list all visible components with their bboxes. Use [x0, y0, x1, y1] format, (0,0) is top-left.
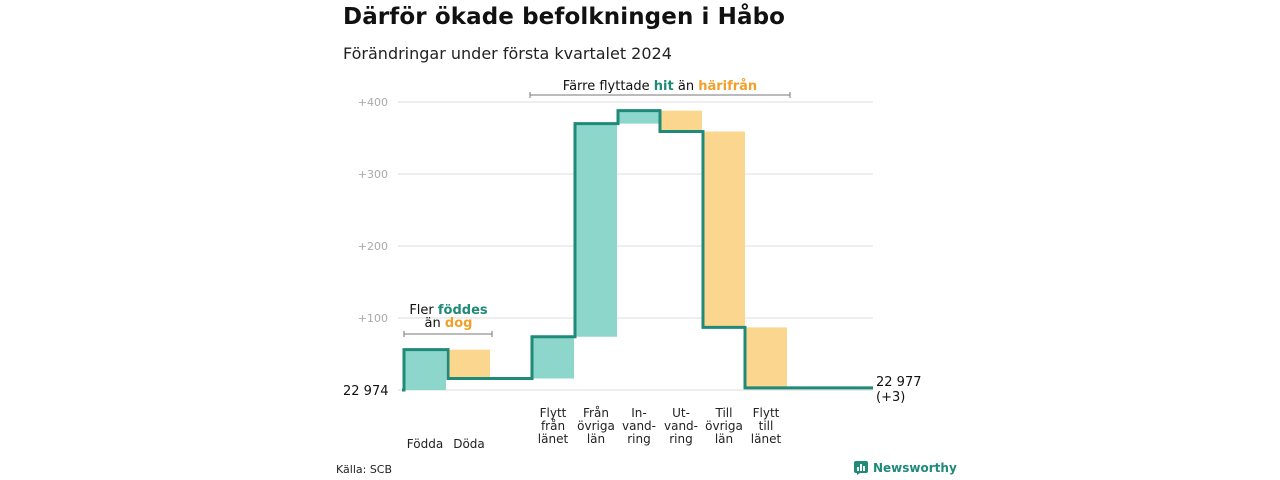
waterfall-bar — [575, 123, 617, 337]
chart-title: Därför ökade befolkningen i Håbo — [343, 4, 786, 30]
y-tick-label: +400 — [358, 96, 388, 109]
waterfall-bar — [703, 131, 745, 328]
x-category-label: övriga — [577, 419, 615, 433]
bar-chart-logo-icon — [854, 461, 868, 475]
x-category-label: Ut- — [672, 406, 690, 420]
x-category-label: län — [587, 432, 605, 446]
source-note: Källa: SCB — [336, 463, 393, 476]
x-category-label: ring — [669, 432, 693, 446]
annotation-text-part: än — [425, 316, 445, 331]
start-value-label: 22 974 — [343, 384, 389, 399]
x-category-label: länet — [751, 432, 782, 446]
x-category-label: län — [715, 432, 733, 446]
x-category-label: Flytt — [753, 406, 780, 420]
x-category-label: Födda — [407, 437, 443, 451]
waterfall-bar — [745, 327, 787, 388]
brand-name: Newsworthy — [873, 461, 957, 475]
x-category-label: från — [541, 419, 565, 433]
annotation-text-part: dog — [445, 316, 473, 331]
x-category-label: till — [759, 419, 774, 433]
waterfall-bar — [618, 110, 660, 124]
end-change-label: (+3) — [876, 390, 905, 405]
x-category-label: ring — [627, 432, 651, 446]
x-category-label: vand- — [664, 419, 698, 433]
waterfall-bar — [448, 349, 490, 379]
brand-logo: Newsworthy — [854, 461, 957, 475]
x-category-label: vand- — [622, 419, 656, 433]
waterfall-bar — [404, 349, 446, 390]
waterfall-bar — [532, 336, 574, 379]
annotation-text-part: än — [674, 79, 698, 94]
x-category-label: Från — [583, 406, 609, 420]
y-tick-label: +300 — [358, 168, 388, 181]
cumulative-step-line — [402, 109, 873, 392]
x-category-label: In- — [631, 406, 646, 420]
annotation-text: Fler föddes — [409, 303, 488, 318]
chart-subtitle: Förändringar under första kvartalet 2024 — [343, 44, 672, 63]
x-category-label: Flytt — [540, 406, 567, 420]
x-category-label: Till — [715, 406, 733, 420]
end-value-label: 22 977 — [876, 375, 922, 390]
annotation-text: Färre flyttade hit än härifrån — [563, 79, 757, 94]
x-category-label: övriga — [705, 419, 743, 433]
annotation-text-part: föddes — [438, 303, 488, 318]
x-category-label: Döda — [453, 437, 485, 451]
y-tick-label: +200 — [358, 240, 388, 253]
y-tick-label: +100 — [358, 312, 388, 325]
x-category-label: länet — [538, 432, 569, 446]
annotation-text-part: Fler — [409, 303, 438, 318]
annotation-text: än dog — [425, 316, 473, 331]
annotation-text-part: Färre flyttade — [563, 79, 654, 94]
waterfall-bar — [660, 110, 702, 132]
annotation-text-part: hit — [654, 79, 674, 94]
annotation-text-part: härifrån — [698, 79, 757, 94]
